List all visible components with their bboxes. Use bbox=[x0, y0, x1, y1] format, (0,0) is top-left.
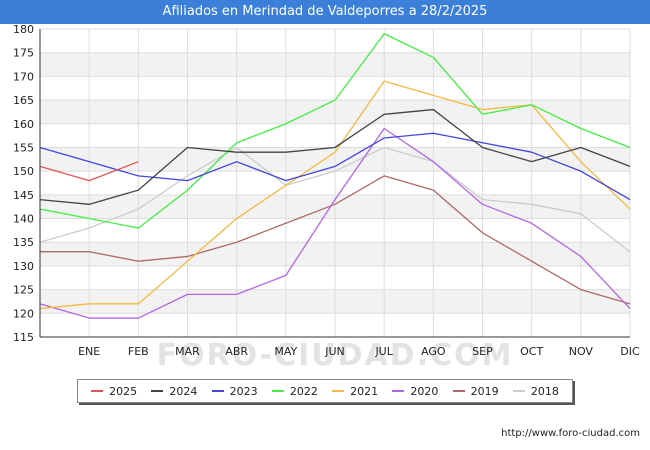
series-lines bbox=[39, 33, 631, 319]
axes bbox=[39, 29, 630, 338]
chart-title: Afiliados en Merindad de Valdeporres a 2… bbox=[0, 0, 650, 24]
legend-swatch bbox=[512, 390, 525, 392]
x-tick-label: OCT bbox=[520, 345, 543, 358]
legend-label: 2022 bbox=[289, 384, 318, 398]
x-tick-label: MAR bbox=[175, 345, 200, 358]
legend-label: 2021 bbox=[350, 384, 379, 398]
y-tick-label: 115 bbox=[13, 331, 34, 344]
legend-swatch bbox=[452, 390, 465, 392]
legend-label: 2018 bbox=[530, 384, 559, 398]
legend-swatch bbox=[211, 390, 224, 392]
series-line-2022 bbox=[39, 33, 631, 229]
x-tick-label: NOV bbox=[569, 345, 594, 358]
series-line-2018 bbox=[39, 146, 631, 253]
legend-item-2025: 2025 bbox=[91, 385, 137, 398]
y-tick-label: 175 bbox=[13, 47, 34, 60]
legend-label: 2025 bbox=[109, 384, 138, 398]
x-tick-label: ABR bbox=[225, 345, 248, 358]
x-tick-label: JUL bbox=[374, 345, 393, 358]
source-credit: http://www.foro-ciudad.com bbox=[501, 428, 640, 439]
y-tick-label: 170 bbox=[13, 70, 34, 83]
y-tick-label: 145 bbox=[13, 189, 34, 202]
legend-item-2019: 2019 bbox=[452, 384, 499, 398]
y-tick-label: 120 bbox=[13, 307, 34, 320]
x-tick-label: FEB bbox=[128, 345, 149, 358]
series-line-2023 bbox=[39, 132, 631, 201]
y-tick-label: 165 bbox=[13, 94, 34, 107]
x-tick-label: MAY bbox=[274, 345, 297, 358]
legend-item-2021: 2021 bbox=[332, 385, 378, 398]
legend-item-2018: 2018 bbox=[512, 384, 559, 398]
y-tick-label: 130 bbox=[13, 260, 34, 273]
legend-label: 2019 bbox=[470, 384, 499, 398]
legend-swatch bbox=[91, 390, 104, 392]
x-tick-label: DIC bbox=[620, 345, 640, 358]
series-line-2019 bbox=[40, 175, 631, 305]
legend-label: 2024 bbox=[169, 384, 198, 398]
y-tick-label: 140 bbox=[13, 213, 34, 226]
legend-swatch bbox=[151, 390, 164, 392]
legend-label: 2023 bbox=[229, 384, 258, 398]
y-tick-label: 160 bbox=[13, 118, 34, 131]
x-tick-label: JUN bbox=[324, 345, 345, 358]
series-line-2025 bbox=[39, 161, 139, 182]
legend-item-2022: 2022 bbox=[271, 384, 318, 398]
legend-swatch bbox=[271, 390, 284, 392]
x-tick-label: ENE bbox=[78, 345, 100, 358]
y-tick-label: 135 bbox=[13, 236, 34, 249]
legend-swatch bbox=[332, 390, 345, 392]
legend: 2025 2024 2023 2022 2021 2020 2019 2018 bbox=[77, 379, 573, 403]
x-tick-label: SEP bbox=[472, 345, 493, 358]
y-tick-label: 150 bbox=[13, 165, 34, 178]
legend-item-2024: 2024 bbox=[151, 385, 197, 398]
y-axis-ticks: 115 120 125 130 135 140 145 150 155 160 165 170 175 1… bbox=[13, 23, 34, 344]
series-line-2020 bbox=[39, 127, 631, 319]
y-tick-label: 125 bbox=[13, 284, 34, 297]
legend-swatch bbox=[392, 390, 405, 392]
legend-label: 2020 bbox=[410, 384, 439, 398]
x-tick-label: AGO bbox=[421, 345, 446, 358]
legend-item-2020: 2020 bbox=[392, 385, 438, 398]
legend-item-2023: 2023 bbox=[211, 384, 258, 398]
y-tick-label: 180 bbox=[13, 23, 34, 36]
y-tick-label: 155 bbox=[13, 141, 34, 154]
watermark: FORO-CIUDAD.COM bbox=[157, 338, 514, 373]
series-line-2024 bbox=[39, 108, 631, 205]
x-axis-ticks: ENE FEB MAR ABR MAY JUN JUL AGO SEP OCT NOV DIC bbox=[78, 345, 640, 358]
